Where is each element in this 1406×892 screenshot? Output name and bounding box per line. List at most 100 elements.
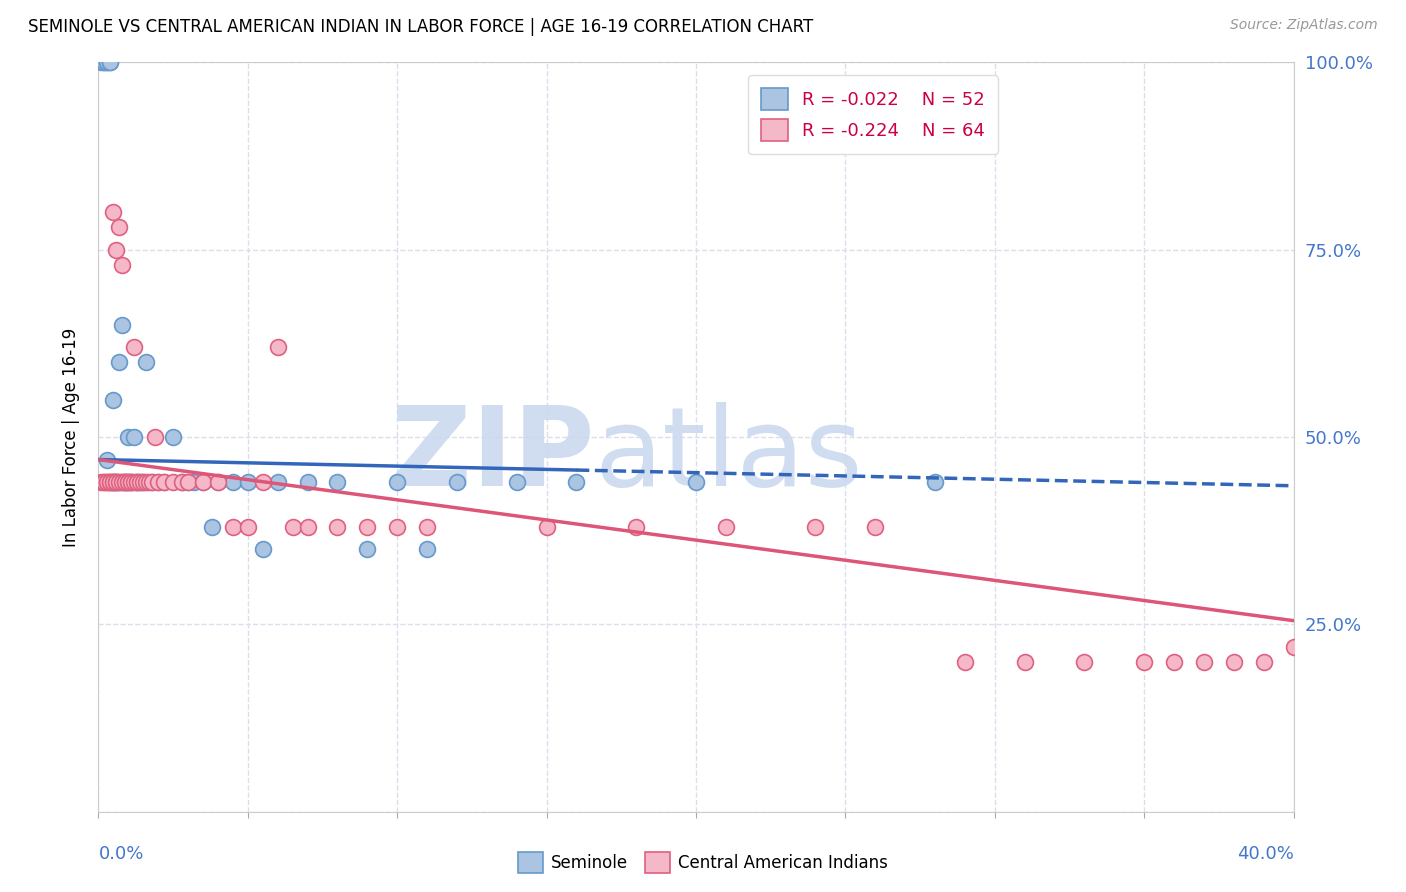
Point <box>111 475 134 489</box>
Point <box>98 475 122 489</box>
Y-axis label: In Labor Force | Age 16-19: In Labor Force | Age 16-19 <box>62 327 80 547</box>
Point <box>953 655 976 669</box>
Point <box>117 430 139 444</box>
Point <box>626 520 648 534</box>
Point <box>356 520 378 534</box>
Point <box>96 55 118 70</box>
Point <box>96 475 118 489</box>
Point <box>98 475 122 489</box>
Point <box>1192 655 1215 669</box>
Point <box>1133 655 1156 669</box>
Point <box>129 475 152 489</box>
Point <box>267 475 290 489</box>
Point <box>138 475 160 489</box>
Point <box>1163 655 1185 669</box>
Point <box>93 475 115 489</box>
Point <box>207 475 229 489</box>
Point <box>135 475 157 489</box>
Point <box>191 475 214 489</box>
Point <box>98 55 122 70</box>
Point <box>191 475 214 489</box>
Point <box>132 475 155 489</box>
Point <box>162 430 184 444</box>
Point <box>153 475 176 489</box>
Point <box>127 475 149 489</box>
Point <box>252 475 274 489</box>
Point <box>127 475 149 489</box>
Point <box>120 475 142 489</box>
Point <box>385 520 409 534</box>
Point <box>267 340 290 354</box>
Point <box>385 475 409 489</box>
Point <box>326 475 349 489</box>
Point <box>114 475 136 489</box>
Point <box>326 520 349 534</box>
Point <box>172 475 194 489</box>
Point <box>124 475 146 489</box>
Point <box>141 475 163 489</box>
Text: SEMINOLE VS CENTRAL AMERICAN INDIAN IN LABOR FORCE | AGE 16-19 CORRELATION CHART: SEMINOLE VS CENTRAL AMERICAN INDIAN IN L… <box>28 18 813 36</box>
Point <box>506 475 529 489</box>
Text: 0.0%: 0.0% <box>98 846 143 863</box>
Point <box>222 520 245 534</box>
Point <box>207 475 229 489</box>
Point <box>105 475 128 489</box>
Point <box>111 258 134 272</box>
Point <box>129 475 152 489</box>
Point <box>114 475 136 489</box>
Point <box>183 475 205 489</box>
Point <box>96 475 118 489</box>
Point <box>127 475 149 489</box>
Point <box>105 475 128 489</box>
Point <box>103 475 125 489</box>
Point <box>96 452 118 467</box>
Point <box>120 475 142 489</box>
Point <box>148 475 170 489</box>
Legend: R = -0.022    N = 52, R = -0.224    N = 64: R = -0.022 N = 52, R = -0.224 N = 64 <box>748 75 998 153</box>
Text: atlas: atlas <box>595 402 863 509</box>
Point <box>297 475 319 489</box>
Point <box>153 475 176 489</box>
Point <box>90 475 112 489</box>
Point <box>108 475 131 489</box>
Point <box>1282 640 1305 654</box>
Point <box>148 475 170 489</box>
Point <box>252 542 274 557</box>
Point <box>1253 655 1275 669</box>
Point <box>135 355 157 369</box>
Point <box>103 205 125 219</box>
Point <box>1073 655 1095 669</box>
Point <box>93 55 115 70</box>
Point <box>90 55 112 70</box>
Point <box>98 55 122 70</box>
Point <box>236 475 259 489</box>
Text: Source: ZipAtlas.com: Source: ZipAtlas.com <box>1230 18 1378 32</box>
Point <box>1014 655 1036 669</box>
Point <box>416 520 439 534</box>
Point <box>93 55 115 70</box>
Point <box>201 520 224 534</box>
Point <box>114 475 136 489</box>
Point <box>103 392 125 407</box>
Point <box>297 520 319 534</box>
Point <box>120 475 142 489</box>
Point <box>1223 655 1246 669</box>
Point <box>105 243 128 257</box>
Point <box>96 55 118 70</box>
Point <box>281 520 304 534</box>
Point <box>804 520 827 534</box>
Point <box>162 475 184 489</box>
Point <box>103 475 125 489</box>
Point <box>416 542 439 557</box>
Point <box>141 475 163 489</box>
Point <box>117 475 139 489</box>
Point <box>446 475 468 489</box>
Point <box>177 475 200 489</box>
Point <box>98 475 122 489</box>
Point <box>565 475 588 489</box>
Point <box>865 520 887 534</box>
Point <box>236 520 259 534</box>
Text: 40.0%: 40.0% <box>1237 846 1294 863</box>
Point <box>108 355 131 369</box>
Point <box>117 475 139 489</box>
